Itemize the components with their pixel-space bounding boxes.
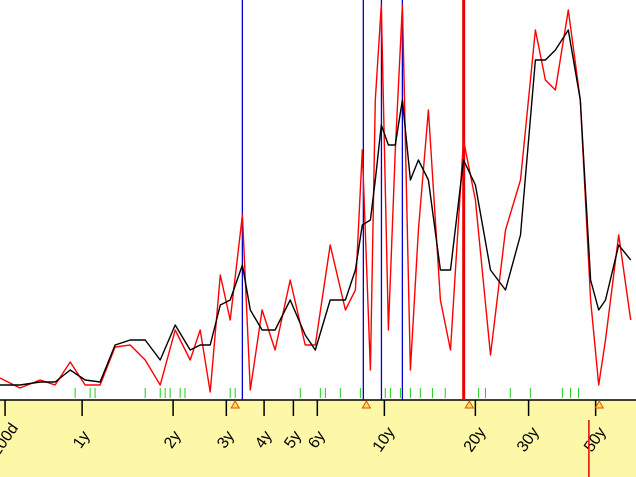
triangle-marker: [464, 399, 475, 409]
spectrum-line: [0, 29, 632, 386]
x-tick-label: 4y: [252, 428, 276, 452]
x-tick-label: 1y: [70, 428, 94, 452]
triangle-marker: [594, 399, 605, 409]
triangle-marker: [361, 399, 372, 409]
x-tick-label: 6y: [305, 428, 329, 452]
x-tick-label: 5y: [281, 428, 305, 452]
spectrum-line: [0, 4, 632, 393]
x-tick-label: 3y: [214, 428, 238, 452]
triangle-marker: [230, 399, 241, 409]
x-tick-label: 2y: [161, 428, 185, 452]
